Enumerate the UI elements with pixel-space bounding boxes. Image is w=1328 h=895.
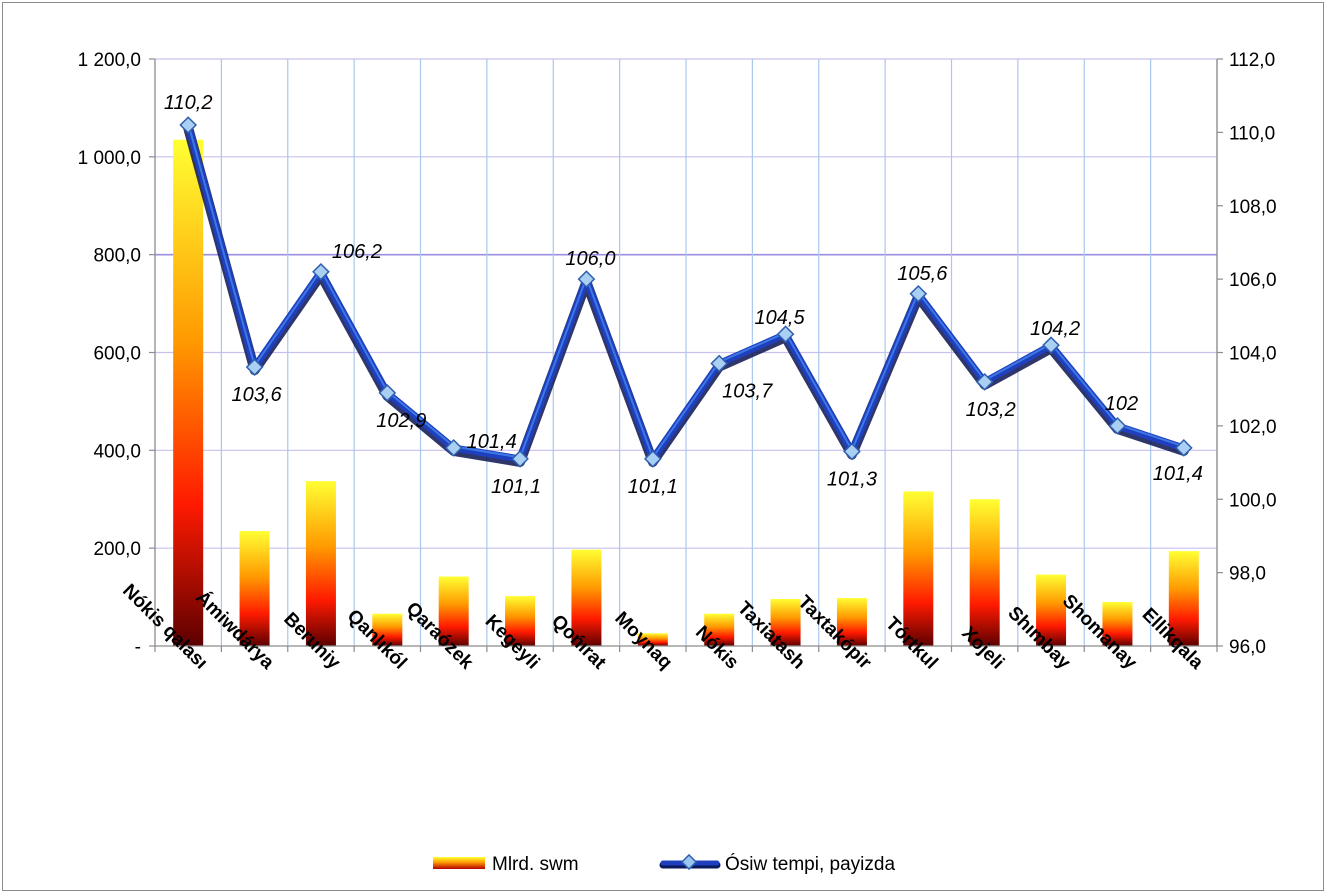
line-data-label: 104,2 [1030, 318, 1080, 340]
legend: Mlrd. swm Ósiw tempi, payizda [433, 853, 895, 875]
bar [1036, 574, 1067, 646]
line-data-label: 106,0 [565, 248, 615, 270]
y-left-tick-label: 800,0 [93, 246, 141, 267]
line-data-label: 102,9 [376, 410, 426, 432]
line-data-label: 101,1 [628, 476, 678, 498]
bar [969, 499, 1000, 646]
line-data-label: 101,4 [1153, 463, 1203, 485]
data-labels: 110,2 103,6 106,2 102,9 101,4 101,1 106,0 101,1… [164, 92, 1203, 498]
legend-swatch-bars [433, 857, 485, 869]
line-data-label: 102 [1105, 393, 1138, 415]
combo-chart: - 200,0 400,0 600,0 800,0 1 000,0 1 200,0 96,0 9… [78, 50, 1277, 875]
line-data-label: 106,2 [332, 241, 382, 263]
y-left-tick-label: 400,0 [93, 441, 141, 462]
y-right-tick-label: 112,0 [1229, 50, 1275, 71]
line-marker [975, 373, 994, 391]
line-marker [378, 384, 397, 402]
legend-label-bars: Mlrd. swm [492, 854, 579, 875]
bar [438, 576, 469, 646]
line-highlight [187, 123, 1185, 459]
line-marker [843, 442, 861, 461]
line-data-label: 103,6 [232, 384, 283, 406]
y-left-tick-label: - [135, 637, 141, 658]
line-data-label: 104,5 [755, 307, 806, 329]
line-marker [511, 450, 529, 468]
line-marker [1174, 439, 1193, 457]
line-marker [577, 270, 596, 288]
bar [305, 481, 336, 646]
y-right-tick-label: 106,0 [1229, 270, 1277, 291]
line-data-label: 101,4 [467, 431, 517, 453]
y-left-tick-label: 1 200,0 [78, 50, 141, 71]
y-right-tick-label: 96,0 [1229, 637, 1266, 658]
line-marker [909, 284, 928, 303]
y-right-tick-label: 110,0 [1229, 123, 1275, 144]
bar [836, 598, 867, 646]
y-right-tick-label: 102,0 [1229, 417, 1277, 438]
bar [1102, 601, 1133, 646]
bar [903, 491, 934, 646]
y-left-tick-label: 200,0 [93, 539, 141, 560]
bar [571, 549, 602, 646]
line-marker [710, 354, 729, 373]
bar-series [173, 139, 1199, 646]
line-marker [245, 358, 264, 377]
y-left-tick-label: 1 000,0 [78, 148, 141, 169]
line-data-label: 105,6 [897, 263, 948, 285]
bar [704, 613, 735, 646]
bar [173, 139, 204, 646]
line-marker [312, 262, 330, 281]
line-data-label: 103,2 [966, 399, 1016, 421]
bar [1168, 551, 1199, 646]
bar [770, 599, 801, 646]
bar [239, 531, 270, 646]
line-series [179, 116, 1193, 468]
legend-label-line: Ósiw tempi, payizda [725, 853, 895, 875]
line-marker [643, 450, 662, 468]
y-right-tick-label: 104,0 [1229, 344, 1277, 365]
line-data-label: 103,7 [722, 381, 773, 403]
bar [637, 633, 668, 646]
line-marker [1108, 417, 1127, 435]
y-left-tick-label: 600,0 [93, 344, 141, 365]
y-right-tick-label: 100,0 [1229, 490, 1277, 511]
line-data-label: 101,3 [827, 469, 877, 491]
y-right-tick-label: 108,0 [1229, 197, 1277, 218]
y-right-tick-label: 98,0 [1229, 564, 1266, 585]
legend-swatch-marker [680, 853, 698, 871]
line-marker [179, 116, 198, 134]
line-data-label: 110,2 [164, 92, 213, 114]
bar [505, 596, 536, 646]
line-marker [444, 439, 463, 457]
line-marker [1042, 336, 1060, 355]
bar [372, 613, 403, 646]
line-data-label: 101,1 [491, 476, 541, 498]
line-marker [776, 325, 795, 343]
